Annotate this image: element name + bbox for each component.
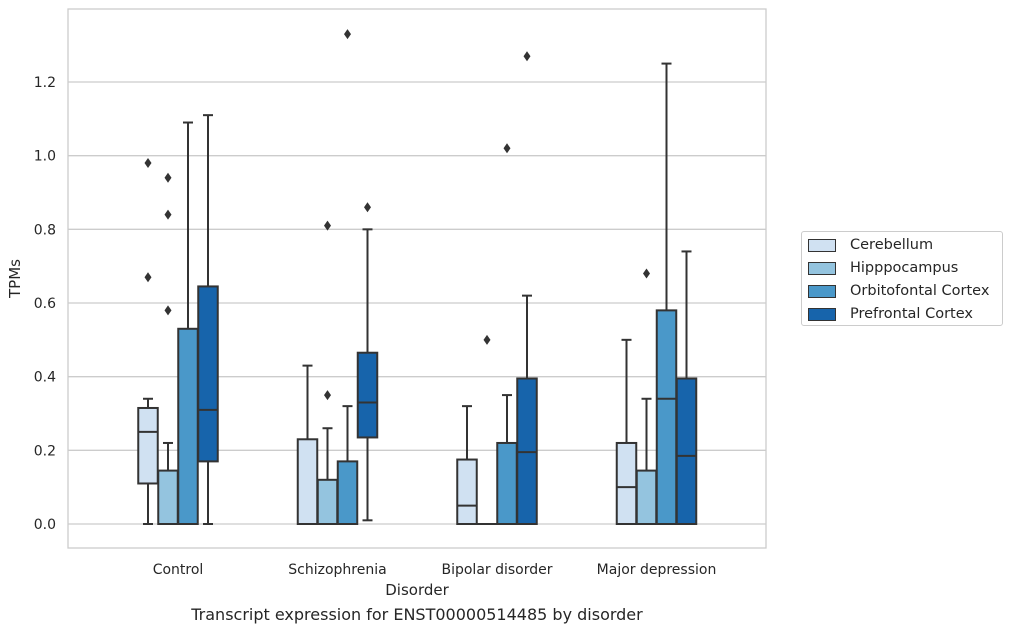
boxplot	[336, 29, 359, 525]
legend-swatch	[808, 261, 836, 275]
y-tick-label: 1.0	[34, 149, 56, 165]
outlier-point	[164, 305, 172, 316]
boxplot	[516, 51, 538, 525]
legend-item: Hipppocampus	[808, 258, 958, 278]
boxplot	[197, 114, 219, 525]
boxplots	[137, 29, 698, 526]
box	[635, 469, 658, 526]
outlier-point	[364, 202, 371, 213]
box	[655, 309, 678, 525]
boxplot	[177, 121, 199, 525]
box	[296, 438, 319, 525]
y-tick-label: 1.2	[34, 75, 56, 91]
box	[197, 285, 219, 463]
outlier-point	[144, 158, 152, 169]
legend-swatch	[808, 238, 836, 252]
y-tick-label: 0.4	[34, 370, 56, 386]
boxplot	[675, 250, 698, 525]
y-tick-label: 0.2	[34, 443, 56, 459]
boxplot	[157, 172, 179, 526]
outlier-point	[164, 172, 172, 183]
x-tick-label: Bipolar disorder	[441, 562, 552, 578]
legend: Cerebellum Hipppocampus Orbitofontal Corte…	[801, 231, 1003, 326]
legend-item: Cerebellum	[808, 235, 933, 255]
legend-label: Orbitofontal Cortex	[850, 283, 990, 299]
box	[336, 460, 359, 525]
box	[496, 441, 518, 526]
boxplot	[316, 220, 339, 525]
box	[157, 469, 179, 526]
x-tick-label: Major depression	[597, 562, 717, 578]
boxplot	[296, 364, 319, 525]
legend-swatch	[808, 284, 836, 298]
boxplot	[477, 334, 497, 525]
box	[615, 441, 638, 526]
boxplot	[137, 158, 159, 525]
legend-label: Cerebellum	[850, 237, 934, 253]
box	[675, 377, 698, 525]
outlier-point	[643, 268, 650, 279]
boxplot	[655, 62, 678, 525]
outlier-point	[324, 220, 331, 231]
y-axis-label: TPMs	[6, 259, 24, 299]
outlier-point	[503, 143, 511, 154]
plot-area-frame	[67, 8, 767, 549]
outlier-point	[344, 29, 351, 40]
x-tick-label: Control	[153, 562, 204, 578]
legend-swatch	[808, 307, 836, 321]
legend-item: Orbitofontal Cortex	[808, 281, 989, 301]
x-tick-label: Schizophrenia	[288, 562, 386, 578]
box	[356, 351, 379, 439]
box	[456, 458, 478, 525]
y-tick-label: 0.6	[34, 296, 56, 312]
tick-labels: 0.0 0.2 0.4 0.6 0.8 1.0 1.2 Control Schizophreni…	[34, 75, 717, 578]
boxplot	[635, 268, 658, 526]
box	[137, 406, 159, 485]
chart-caption: Transcript expression for ENST0000051448…	[191, 605, 643, 624]
outlier-point	[483, 334, 491, 345]
outlier-point	[144, 272, 152, 283]
y-tick-label: 0.8	[34, 222, 56, 238]
outlier-point	[324, 390, 331, 401]
outlier-point	[523, 51, 531, 62]
boxplot	[356, 202, 379, 522]
boxplot	[456, 405, 478, 525]
boxplot	[496, 143, 518, 526]
box	[316, 478, 339, 525]
outlier-point	[164, 209, 172, 220]
legend-label: Prefrontal Cortex	[850, 306, 973, 322]
box	[177, 327, 199, 525]
x-axis-label: Disorder	[385, 581, 449, 599]
y-tick-label: 0.0	[34, 517, 56, 533]
legend-label: Hipppocampus	[850, 260, 959, 276]
boxplot	[615, 338, 638, 526]
legend-item: Prefrontal Cortex	[808, 304, 973, 324]
